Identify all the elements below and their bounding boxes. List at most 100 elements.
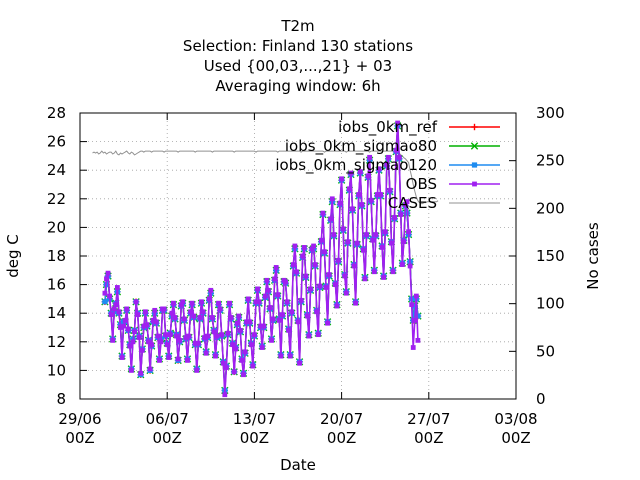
legend-marker	[470, 142, 479, 150]
data-point	[303, 273, 309, 279]
data-point	[255, 286, 260, 292]
legend-marker	[472, 181, 477, 187]
legend-label: iobs_0km_sigmao80	[285, 137, 437, 156]
data-point	[345, 239, 351, 245]
data-point	[177, 337, 183, 343]
data-point	[181, 316, 187, 322]
y-axis-right: 0 50 100 150 200 250 300	[509, 104, 565, 408]
data-point	[153, 319, 159, 325]
data-point	[292, 243, 298, 249]
data-point	[392, 214, 397, 220]
x-tick-label: 00Z	[240, 429, 269, 447]
data-point	[194, 368, 200, 373]
data-point	[189, 300, 195, 306]
y-tick-label: 8	[56, 390, 66, 408]
data-point	[227, 300, 232, 306]
data-point	[230, 342, 235, 348]
data-point	[317, 283, 323, 289]
data-point	[413, 293, 419, 299]
data-point	[209, 315, 215, 320]
data-point	[108, 312, 114, 318]
data-point	[214, 333, 220, 339]
data-point	[158, 339, 164, 345]
data-point	[132, 329, 137, 335]
data-point	[354, 240, 360, 246]
legend-label: iobs_0km_ref	[338, 118, 438, 137]
data-point	[384, 162, 390, 167]
data-point	[371, 269, 377, 275]
data-point	[376, 166, 382, 172]
data-point	[116, 309, 122, 315]
data-point	[295, 319, 301, 325]
data-point	[130, 339, 136, 345]
data-point	[250, 363, 256, 369]
data-point	[180, 299, 186, 305]
data-point	[147, 366, 153, 372]
y-tick-label: 22	[47, 190, 66, 208]
data-point	[233, 346, 239, 352]
x-tick-label: 00Z	[153, 429, 182, 447]
y2-axis-label: No cases	[584, 222, 602, 290]
data-point	[356, 192, 362, 197]
data-point	[401, 239, 407, 245]
data-point	[378, 192, 383, 197]
y-tick-label: 12	[47, 333, 66, 351]
data-point	[306, 333, 312, 339]
data-point	[278, 353, 284, 359]
x-tick-label: 06/07	[146, 410, 189, 428]
data-point	[415, 337, 421, 343]
data-point	[136, 335, 142, 340]
data-point	[124, 306, 130, 312]
data-point	[259, 345, 265, 350]
data-point	[234, 320, 240, 326]
data-point	[258, 323, 264, 329]
data-point	[398, 212, 404, 217]
data-point	[403, 202, 408, 207]
data-point	[223, 365, 229, 370]
data-point	[163, 332, 169, 338]
data-point	[166, 355, 172, 360]
data-point	[114, 285, 120, 290]
data-point	[127, 343, 133, 349]
y2-tick-label: 200	[536, 199, 565, 217]
data-point	[298, 297, 304, 303]
x-tick-label: 03/08	[494, 410, 537, 428]
data-point	[340, 226, 346, 232]
data-point	[311, 243, 316, 249]
data-point	[262, 293, 268, 299]
title-line: Selection: Finland 130 stations	[183, 37, 413, 55]
data-point	[342, 273, 348, 279]
data-point	[161, 306, 167, 312]
data-point	[387, 187, 393, 193]
data-point	[152, 307, 158, 313]
data-point	[205, 333, 211, 339]
data-point	[199, 299, 204, 305]
data-point	[175, 356, 181, 362]
data-point	[375, 192, 380, 197]
data-point	[155, 333, 161, 339]
data-point	[167, 332, 173, 338]
data-point	[365, 173, 371, 179]
data-point	[171, 300, 176, 306]
data-point	[290, 262, 296, 267]
data-point	[390, 269, 396, 275]
data-point	[245, 296, 251, 302]
data-point	[361, 247, 366, 253]
data-point	[267, 305, 273, 310]
data-point	[253, 299, 259, 305]
series-cases-line	[92, 150, 439, 205]
data-point	[304, 313, 310, 319]
data-point	[222, 392, 228, 398]
data-point	[178, 302, 184, 308]
data-point	[213, 353, 218, 359]
data-point	[195, 340, 201, 346]
data-point	[244, 319, 250, 325]
data-point	[336, 257, 341, 263]
title-line: Used {00,03,...,21} + 03	[204, 57, 392, 75]
data-point	[197, 315, 203, 320]
data-point	[146, 339, 151, 345]
data-point	[206, 296, 212, 302]
data-point	[315, 332, 321, 338]
y2-tick-label: 150	[536, 247, 565, 265]
x-axis: 29/0600Z06/0700Z13/0700Z20/0700Z27/0700Z…	[58, 113, 538, 447]
